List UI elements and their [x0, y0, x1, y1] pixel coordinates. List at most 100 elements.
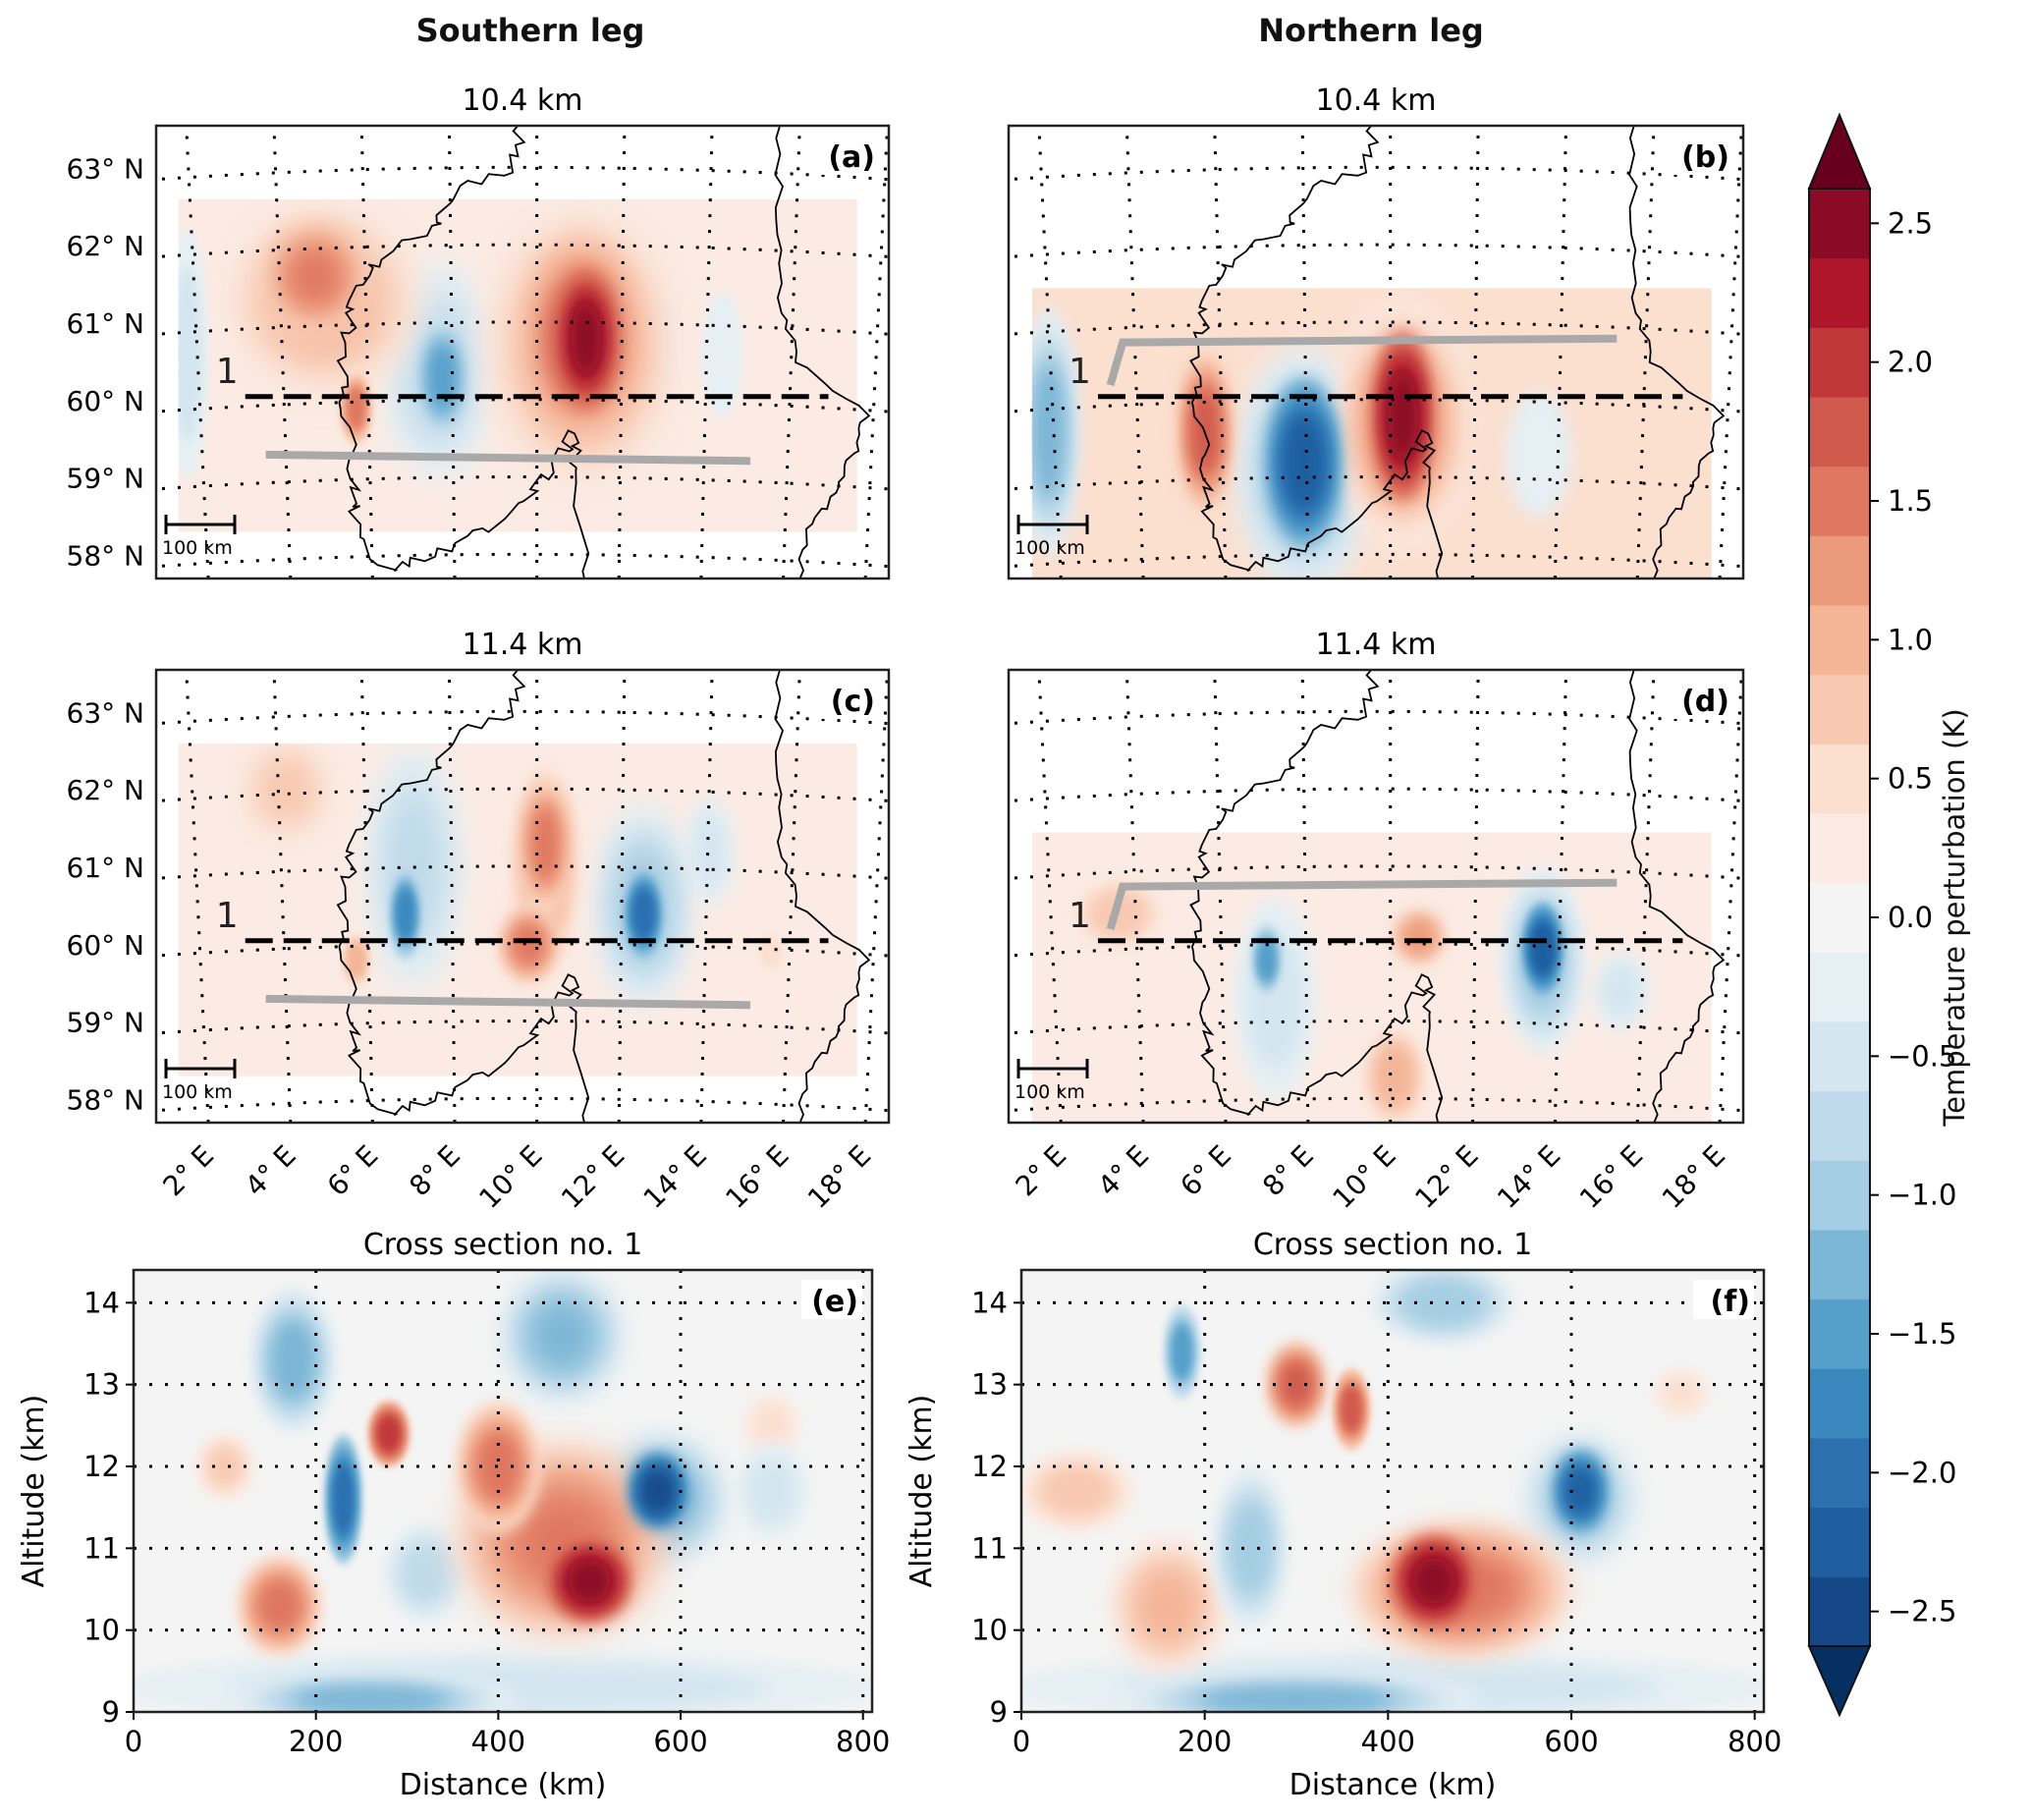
cross-section-number: 1 — [216, 352, 239, 392]
contour-blob — [1662, 1375, 1701, 1410]
parallel-line — [1009, 1096, 1743, 1113]
gridlines — [134, 1270, 872, 1712]
meridian-line — [782, 126, 801, 579]
panel-b: 1 100 km 10.4 km (b) — [1007, 83, 1745, 580]
meridian-line — [1037, 126, 1063, 579]
panel-a: 1 100 km 63° N 62° N 61° N 60° N 59° N 58° N 10.… — [67, 83, 891, 580]
contour-data — [1031, 288, 1712, 579]
panel-frame — [154, 668, 891, 1125]
colorbar-band — [1809, 674, 1870, 745]
meridian-line — [1300, 670, 1310, 1123]
parallel-line — [156, 1020, 889, 1035]
contour-blob — [1282, 1363, 1311, 1406]
lat-tick-label: 60° N — [67, 929, 144, 962]
lat-tick-label: 60° N — [67, 385, 144, 417]
panel-frame — [154, 124, 891, 580]
contour-blob — [333, 1464, 354, 1534]
lat-tick-label: 59° N — [67, 1007, 144, 1039]
panel-label: (e) — [811, 1285, 858, 1319]
meridian-line — [1125, 670, 1145, 1123]
x-tick-label: 600 — [1544, 1725, 1598, 1758]
meridian-line — [617, 126, 627, 579]
lon-tick-label: 10° E — [472, 1139, 548, 1215]
y-tick-label: 14 — [971, 1286, 1008, 1319]
contour-field — [1031, 288, 1712, 579]
contour-blob — [1172, 1326, 1192, 1378]
lat-tick-label: 61° N — [67, 852, 144, 884]
panel-label-box — [818, 136, 879, 175]
contour-blob — [256, 757, 316, 823]
meridian-line — [1718, 126, 1743, 579]
lon-tick-label: 2° E — [1010, 1139, 1073, 1203]
lon-tick-label: 4° E — [1091, 1139, 1155, 1203]
contour-blob — [568, 1560, 611, 1603]
colorbar-tick-label: −1.0 — [1888, 1179, 1956, 1212]
colorbar-tick-label: 1.0 — [1888, 623, 1933, 656]
panel-frame — [1007, 124, 1745, 580]
parallel-line — [156, 320, 889, 336]
contour-data — [178, 198, 857, 532]
cross-section-number: 1 — [216, 896, 239, 936]
colorbar: 2.5 2.0 1.5 1.0 0.5 0.0 −0.5 −1.0 −1.5 −2.0 −2.5 — [1807, 112, 1956, 1718]
y-tick-label: 12 — [971, 1450, 1008, 1483]
lon-tick-label: 14° E — [1491, 1139, 1566, 1215]
lat-tick-label: 63° N — [67, 696, 144, 729]
coastline-path — [1628, 126, 1726, 579]
scale-bar-label: 100 km — [162, 537, 233, 559]
panel-title: 11.4 km — [463, 628, 583, 662]
contour-blob — [1600, 964, 1642, 1019]
lon-tick-label: 2° E — [156, 1139, 220, 1203]
coastline-path — [774, 126, 871, 579]
x-tick-label: 600 — [653, 1725, 707, 1758]
meridian-line — [1553, 670, 1568, 1123]
lat-tick-label: 58° N — [67, 539, 144, 572]
panel-frame — [1019, 1268, 1766, 1714]
lon-tick-label: 4° E — [239, 1139, 302, 1203]
y-tick-label: 13 — [971, 1368, 1008, 1402]
colorbar-band — [1809, 535, 1870, 606]
colorbar-band — [1809, 1438, 1870, 1509]
contour-data — [178, 743, 857, 1076]
x-tick-label: 200 — [289, 1725, 343, 1758]
parallel-line — [1009, 787, 1743, 802]
panel-label: (a) — [828, 140, 875, 175]
panel-e: 0 200 400 600 800 9 10 11 12 13 14 Distance (km) Alt… — [17, 1228, 890, 1802]
gridlines — [156, 670, 889, 1123]
scale-bar-label: 100 km — [1015, 537, 1085, 559]
contour-blob — [531, 807, 559, 881]
y-tick-label: 12 — [83, 1450, 120, 1483]
meridian-line — [185, 670, 210, 1123]
y-axis-label: Altitude (km) — [905, 1395, 939, 1588]
panel-title: 11.4 km — [1316, 628, 1437, 662]
meridian-line — [272, 126, 293, 579]
parallel-line — [1009, 942, 1743, 958]
coastline — [336, 126, 871, 579]
colorbar-tick-label: 0.0 — [1888, 901, 1933, 934]
y-tick-label: 11 — [971, 1531, 1008, 1565]
contour-blob — [257, 1579, 302, 1631]
meridian-line — [272, 670, 293, 1123]
contour-blob — [1531, 924, 1554, 973]
meridian-line — [185, 126, 210, 579]
lon-tick-label: 8° E — [1256, 1139, 1320, 1203]
lon-tick-label: 18° E — [801, 1139, 877, 1215]
parallel-line — [1009, 864, 1743, 880]
parallel-line — [1009, 552, 1743, 569]
panel-label: (f) — [1711, 1285, 1750, 1319]
meridian-line — [1125, 126, 1145, 579]
lon-tick-label: 10° E — [1326, 1139, 1401, 1215]
y-tick-label: 10 — [83, 1614, 120, 1647]
contour-blob — [1258, 940, 1276, 981]
contour-blob — [378, 1416, 400, 1451]
contour-blob — [178, 267, 202, 441]
contour-blob — [271, 1321, 315, 1399]
y-tick-label: 10 — [971, 1614, 1008, 1647]
contour-blob — [1230, 1503, 1271, 1594]
gridlines — [1009, 670, 1743, 1123]
contour-blob — [1387, 371, 1418, 461]
coastline-path — [336, 126, 590, 579]
contour-data — [1021, 1270, 1764, 1712]
parallel-line — [156, 552, 889, 569]
contour-blob — [752, 1403, 792, 1449]
panel-title: Cross section no. 1 — [1253, 1228, 1532, 1262]
